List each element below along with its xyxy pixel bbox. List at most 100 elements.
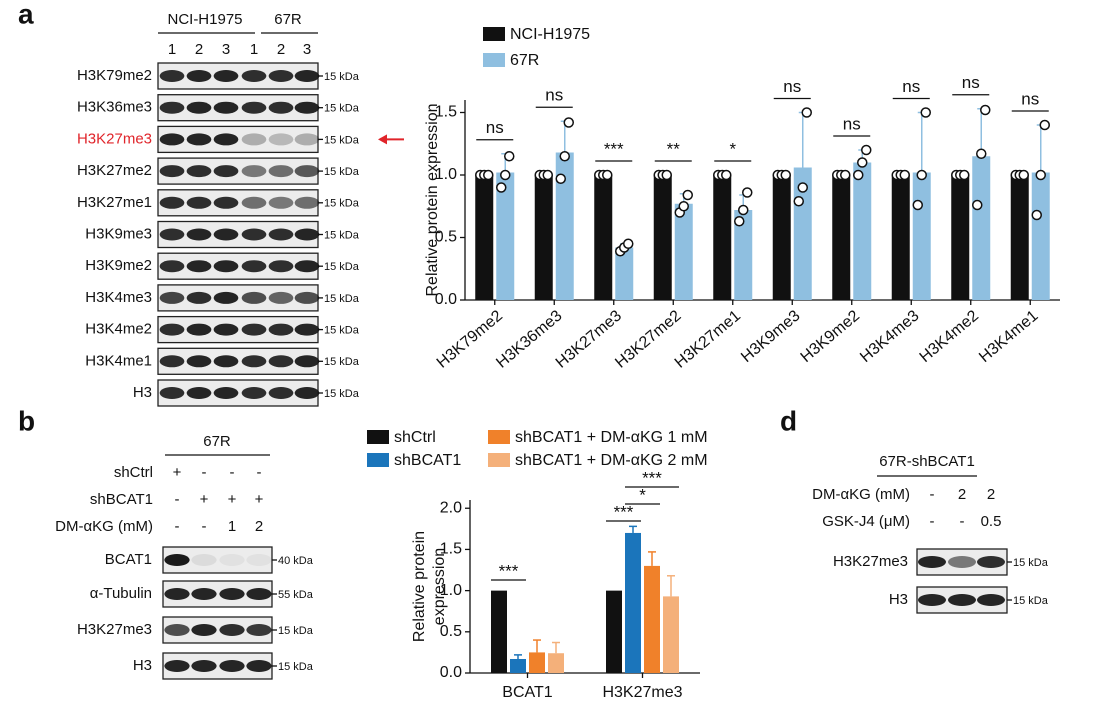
condition-label: DM-αKG (mM)	[55, 518, 153, 535]
blot-band	[186, 323, 212, 336]
y-axis-label: expression	[431, 548, 448, 625]
kda-label: 15 kDa	[324, 71, 360, 83]
blot-band	[294, 387, 320, 399]
data-point	[678, 201, 689, 212]
lane-label: 2	[195, 41, 203, 58]
blot-label: H3K4me3	[85, 289, 152, 306]
x-tick-label: H3K27me1	[672, 307, 744, 372]
x-tick-label: H3K4me2	[917, 307, 983, 366]
blot-band	[268, 291, 294, 304]
blot-band	[186, 355, 212, 368]
bar	[653, 175, 672, 300]
blot-label: BCAT1	[105, 551, 152, 568]
kda-label: 15 kDa	[324, 134, 360, 146]
blot-band	[294, 196, 320, 209]
blot-band	[186, 133, 212, 146]
condition-mark: -	[960, 513, 965, 530]
blot-band	[186, 291, 212, 304]
kda-label: 40 kDa	[278, 555, 314, 567]
kda-label: 15 kDa	[324, 229, 360, 241]
bar	[529, 652, 545, 673]
bar	[853, 162, 872, 300]
panel-letter: d	[780, 405, 797, 436]
lane-label: 1	[250, 41, 258, 58]
blot-band	[219, 624, 245, 636]
blot-band	[977, 556, 1005, 568]
blot-band	[268, 196, 294, 209]
condition-mark: +	[228, 491, 237, 508]
blot-band	[241, 260, 267, 273]
blot-band	[186, 387, 212, 399]
data-point	[682, 189, 693, 201]
condition-label: GSK-J4 (μM)	[822, 513, 910, 530]
blot-band	[246, 588, 272, 600]
data-point	[602, 169, 613, 181]
blot-band	[213, 228, 239, 241]
lane-label: 3	[222, 41, 230, 58]
blot-band	[191, 588, 217, 600]
bar	[832, 175, 851, 300]
blot-band	[268, 228, 294, 241]
bar	[491, 590, 507, 673]
blot-band	[164, 660, 190, 672]
bar	[548, 653, 564, 673]
condition-mark: -	[930, 486, 935, 503]
data-point	[899, 169, 910, 181]
data-point	[661, 169, 672, 181]
condition-mark: 2	[255, 518, 263, 535]
data-point	[916, 169, 927, 181]
condition-mark: -	[257, 464, 262, 481]
data-point	[1035, 169, 1046, 181]
condition-mark: -	[202, 464, 207, 481]
data-point	[912, 199, 923, 211]
group-label: NCI-H1975	[167, 11, 242, 28]
sig-label: ns	[486, 118, 504, 137]
data-point	[555, 173, 566, 184]
blot-label: H3K36me3	[77, 99, 152, 116]
bar	[972, 156, 991, 300]
x-tick-label: BCAT1	[502, 684, 552, 701]
blot-band	[294, 228, 320, 241]
condition-mark: +	[200, 491, 209, 508]
blot-band	[191, 554, 217, 566]
data-point	[853, 169, 864, 181]
blot-band	[159, 355, 185, 368]
kda-label: 55 kDa	[278, 589, 314, 601]
data-point	[742, 187, 753, 198]
condition-mark: 2	[987, 486, 995, 503]
kda-label: 15 kDa	[1013, 557, 1049, 569]
blot-label: H3	[889, 591, 908, 608]
data-point	[920, 107, 931, 118]
bar	[555, 152, 574, 300]
legend-swatch	[488, 453, 510, 467]
legend-swatch	[367, 430, 389, 444]
blot-band	[294, 355, 320, 368]
blot-band	[268, 133, 294, 146]
kda-label: 15 kDa	[1013, 595, 1049, 607]
sig-label: ns	[902, 77, 920, 96]
kda-label: 15 kDa	[324, 261, 360, 273]
x-tick-label: H3K4me1	[976, 307, 1042, 366]
blot-band	[159, 101, 185, 114]
blot-band	[159, 260, 185, 273]
bar	[772, 175, 791, 300]
lane-label: 2	[277, 41, 285, 58]
kda-label: 15 kDa	[324, 198, 360, 210]
legend-label: shCtrl	[394, 429, 436, 446]
blot-band	[294, 70, 320, 82]
lane-label: 1	[168, 41, 176, 58]
blot-band	[948, 594, 976, 606]
blot-label: H3K4me1	[85, 352, 152, 369]
sig-label: **	[667, 139, 681, 158]
blot-band	[213, 70, 239, 82]
data-point	[542, 169, 553, 181]
blot-label: H3K27me3	[833, 553, 908, 570]
blot-band	[918, 556, 946, 568]
sig-label: ns	[1021, 89, 1039, 108]
data-point	[959, 169, 970, 181]
blot-band	[241, 196, 267, 209]
blot-band	[246, 624, 272, 636]
blot-band	[294, 101, 320, 114]
blot-band	[213, 165, 239, 178]
